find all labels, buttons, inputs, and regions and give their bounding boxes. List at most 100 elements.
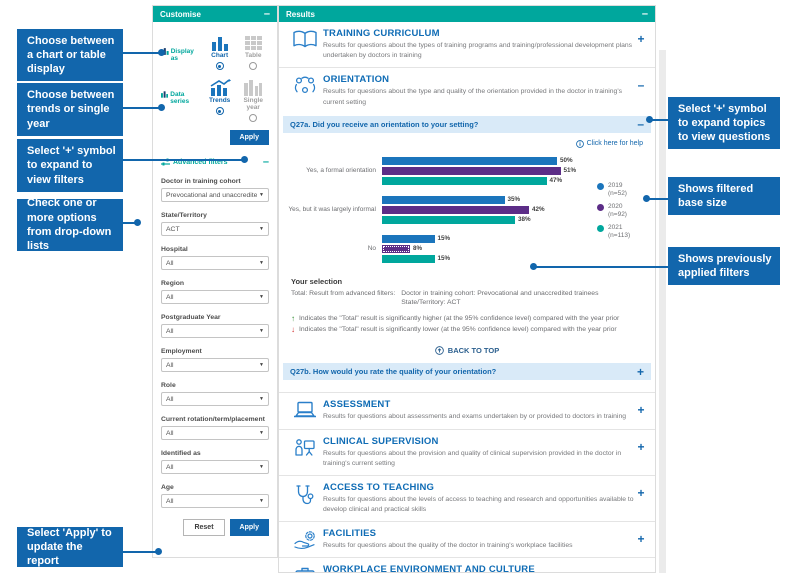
- filter-group: Identified as All ▼: [161, 450, 269, 474]
- connector-line: [123, 159, 244, 161]
- expand-section-icon[interactable]: +: [637, 403, 645, 418]
- reset-button[interactable]: Reset: [183, 519, 225, 536]
- callout-text: Choose between trends or single year: [27, 89, 115, 130]
- bar-value-label: 47%: [549, 177, 563, 185]
- section-description: Results for questions about the provisio…: [323, 449, 622, 467]
- option-single-year[interactable]: Single year: [237, 79, 269, 122]
- question-q27b-bar[interactable]: Q27b. How would you rate the quality of …: [283, 363, 651, 381]
- section-assessment[interactable]: ASSESSMENT Results for questions about a…: [279, 392, 655, 428]
- callout-base-size: Shows filtered base size: [668, 177, 780, 215]
- significance-footnotes: ↑ Indicates the "Total" result is signif…: [279, 308, 655, 335]
- data-series-icon: [161, 91, 169, 98]
- option-trends-label: Trends: [208, 97, 231, 104]
- option-table[interactable]: Table: [237, 36, 269, 70]
- chevron-down-icon: ▼: [259, 328, 264, 334]
- filter-dropdown[interactable]: All ▼: [161, 460, 269, 474]
- section-facilities[interactable]: FACILITIES Results for questions about t…: [279, 521, 655, 557]
- filter-dropdown[interactable]: All ▼: [161, 290, 269, 304]
- section-training-curriculum[interactable]: TRAINING CURRICULUM Results for question…: [279, 22, 655, 67]
- apply-button-top[interactable]: Apply: [229, 130, 269, 145]
- table-icon: [244, 36, 262, 50]
- bar-value-label: 50%: [560, 157, 573, 165]
- filter-dropdown[interactable]: All ▼: [161, 256, 269, 270]
- filter-dropdown[interactable]: Prevocational and unaccredited tra▼: [161, 188, 269, 202]
- collapse-customise-icon[interactable]: –: [263, 8, 270, 20]
- filter-dropdown[interactable]: All ▼: [161, 494, 269, 508]
- back-to-top-label: BACK TO TOP: [447, 346, 500, 356]
- filter-label: Role: [161, 382, 176, 389]
- callout-text: Choose between a chart or table display: [27, 34, 115, 76]
- filter-group: Region All ▼: [161, 280, 269, 304]
- section-clinical-supervision[interactable]: CLINICAL SUPERVISION Results for questio…: [279, 428, 655, 475]
- section-title: ACCESS TO TEACHING: [323, 481, 435, 493]
- applied-filter: Doctor in training cohort: Prevocational…: [401, 289, 599, 297]
- collapse-results-icon[interactable]: –: [641, 8, 648, 20]
- expand-section-icon[interactable]: +: [637, 439, 645, 454]
- question-q27a-bar[interactable]: Q27a. Did you receive an orientation to …: [283, 115, 651, 133]
- option-chart[interactable]: Chart: [204, 36, 236, 70]
- significantly-higher-arrow-icon: ↑: [291, 313, 295, 323]
- help-link-label: Click here for help: [586, 140, 643, 148]
- trends-icon: [210, 79, 231, 96]
- option-chart-label: Chart: [211, 52, 229, 59]
- bar-value-label: 8%: [413, 245, 423, 253]
- callout-applied-filters: Shows previously applied filters: [668, 247, 780, 285]
- chart-category-group: No 15% 8% 15%: [285, 234, 597, 264]
- option-trends[interactable]: Trends: [204, 79, 236, 122]
- chart-radio[interactable]: [215, 62, 224, 70]
- info-icon: [575, 139, 584, 148]
- customise-header: Customise –: [153, 6, 277, 22]
- connector-line: [652, 119, 668, 121]
- expand-question-icon[interactable]: +: [636, 364, 644, 379]
- help-link[interactable]: Click here for help: [279, 133, 655, 148]
- chart-bar: [382, 176, 547, 185]
- expand-section-icon[interactable]: +: [637, 485, 645, 500]
- filter-dropdown[interactable]: All ▼: [161, 392, 269, 406]
- expand-section-icon[interactable]: +: [637, 32, 645, 46]
- collapse-section-icon[interactable]: –: [637, 78, 645, 93]
- option-single-year-label: Single year: [243, 97, 263, 111]
- filter-group: Employment All ▼: [161, 348, 269, 372]
- hand-gear-icon: [293, 531, 315, 550]
- apply-button-bottom[interactable]: Apply: [229, 519, 269, 536]
- filter-dropdown[interactable]: All ▼: [161, 324, 269, 338]
- chevron-down-icon: ▼: [259, 192, 264, 198]
- section-workplace-environment[interactable]: WORKPLACE ENVIRONMENT AND CULTURE: [279, 557, 655, 572]
- filter-dropdown[interactable]: All ▼: [161, 358, 269, 372]
- callout-text: Check one or more options from drop-down…: [27, 197, 112, 253]
- section-orientation[interactable]: ORIENTATION Results for questions about …: [279, 67, 655, 113]
- section-description: Results for questions about the type and…: [323, 88, 623, 106]
- chart-rows: Yes, a formal orientation 50% 51% 47% Yes, b…: [285, 156, 597, 273]
- collapse-advanced-filters-icon[interactable]: –: [262, 156, 269, 168]
- your-selection-heading: Your selection: [291, 276, 343, 286]
- callout-dropdown-lists: Check one or more options from drop-down…: [17, 197, 123, 253]
- filter-dropdown-value: All: [166, 361, 174, 369]
- chart-icon: [211, 37, 228, 51]
- callout-trends-or-single: Choose between trends or single year: [17, 83, 123, 136]
- data-series-row: Data series Trends Single year: [161, 79, 269, 122]
- trends-radio[interactable]: [215, 107, 224, 115]
- connector-line: [123, 107, 160, 109]
- advanced-filters-row[interactable]: Advanced filters –: [161, 156, 269, 168]
- display-as-row: Display as Chart Table: [161, 36, 269, 70]
- section-access-to-teaching[interactable]: ACCESS TO TEACHING Results for questions…: [279, 474, 655, 521]
- stethoscope-icon: [296, 485, 314, 505]
- section-description: Results for questions about assessments …: [323, 413, 627, 421]
- filter-dropdown[interactable]: ACT ▼: [161, 222, 269, 236]
- filter-dropdown-value: All: [166, 395, 174, 403]
- bar-value-label: 15%: [437, 235, 451, 243]
- single-year-radio[interactable]: [249, 114, 258, 122]
- connector-line: [536, 266, 668, 268]
- customise-title: Customise: [160, 9, 201, 19]
- expand-section-icon[interactable]: +: [637, 532, 645, 547]
- legend-dot-icon: [597, 182, 604, 190]
- section-description: Results for questions about the levels o…: [323, 495, 634, 514]
- results-scrollbar[interactable]: [659, 50, 666, 573]
- back-to-top-link[interactable]: BACK TO TOP: [279, 346, 655, 355]
- collapse-question-icon[interactable]: –: [637, 117, 644, 132]
- bar-value-label: 35%: [507, 196, 521, 204]
- chart-legend: 2019 (n=52) 2020 (n=92) 2021 (n=113): [597, 156, 649, 273]
- table-radio[interactable]: [249, 62, 258, 70]
- filter-dropdown[interactable]: All ▼: [161, 426, 269, 440]
- filter-label: Region: [161, 280, 185, 287]
